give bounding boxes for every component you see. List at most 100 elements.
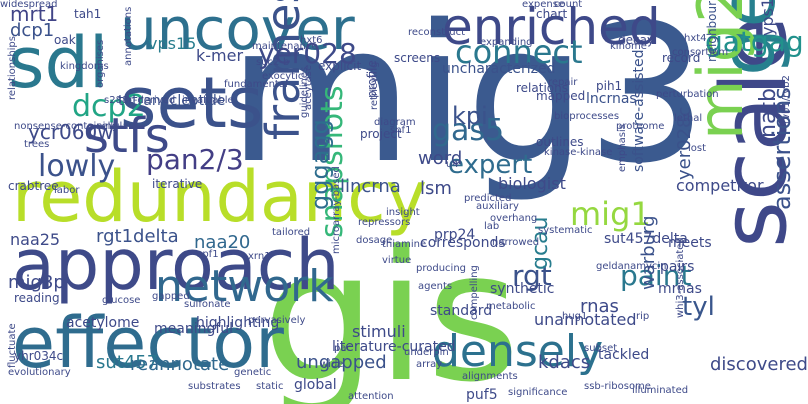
word-hug1: hug1 [562,311,588,322]
word-lincrna: lincrna [340,176,401,197]
word-enriched: enriched [442,0,661,56]
word-thiamine: thiamine [382,239,427,250]
word-synthetic: synthetic [490,281,555,297]
word-software-assisted: software-assisted [631,49,647,172]
word-stfs: stfs [84,108,170,164]
word-uncover: uncover [120,0,355,63]
word-warburg: warburg [638,215,659,291]
word-expert: expert [448,150,533,180]
word-cellular: cellular [96,121,133,132]
word-rvb1-rvb2: rvb1/rvb2 [781,75,792,124]
word-k-mer: k-mer [196,46,244,65]
word-kinase-kinase: kinase-kinase [544,147,613,158]
word-naa20: naa20 [194,232,251,253]
word-annotations: annotations [123,6,134,66]
word-literature-curated: literature-curated [332,339,456,355]
word-mig3: mig3 [228,0,708,205]
word-array: array [416,359,443,370]
word-count: count [554,0,583,10]
word-reannotate: reannotate [130,354,230,375]
word-ycr060w: ycr060w [28,120,114,144]
word-stimuli: stimuli [352,322,406,341]
word-illuminated: illuminated [632,385,689,396]
word-gatgag: gatgag [705,25,804,58]
word-subset: subset [584,343,618,354]
word-sets: sets [120,62,264,144]
word-lethal: lethal [674,113,703,124]
word-gis: gis [262,213,521,404]
word-prp24: prp24 [434,227,476,243]
word-geldanamycin: geldanamycin [596,261,667,272]
word-relations: relations [516,81,568,95]
word-pac: pac [334,343,352,354]
word-rnas: rnas [580,296,619,317]
word-retrieving: retrieving [369,61,380,110]
word-alignments: alignments [462,371,518,382]
word-genetic: genetic [234,367,272,378]
word-uncharacterized: uncharacterized [442,61,556,77]
word-expense: expense [522,0,565,10]
word-reading: reading [14,291,60,305]
word-record: record [662,51,701,65]
word-widespread: widespread [0,0,58,10]
word-hxt4: hxt4 [684,33,707,44]
word-tah1: tah1 [74,7,102,21]
word-lncrnas: lncrnas [586,91,637,107]
word-yhr034c: yhr034c [14,349,64,363]
word-oak: oak [54,33,76,47]
word-kdacs: kdacs [538,352,591,373]
word-repair: repair [548,77,578,88]
word-project: project [360,127,402,141]
word-microarray-based: microarray-based [331,166,342,254]
word-glucose: glucose [102,295,141,306]
word-effector: effector [12,302,284,384]
word-s288c-derived: s288c-derived [104,95,176,106]
word-chart: chart [536,7,568,21]
word-dcp1: dcp1 [10,20,55,41]
word-systematic: systematic [538,225,593,236]
word-competitor: competitor [676,176,764,195]
word-trees: trees [24,139,50,150]
word-corresponds: corresponds [420,235,506,251]
word-lsm: lsm [420,178,452,199]
word-meets: meets [668,235,712,251]
word-kingdoms: kingdoms [60,61,109,72]
word-producing: producing [416,263,467,274]
word-snf1: snf1 [390,125,412,136]
word-virtue: virtue [382,255,412,266]
word-unannotated: unannotated [534,310,637,329]
word-rip: rip [636,311,650,322]
word-crabtree: crabtree [8,179,59,193]
word-highlighting: highlighting [196,315,280,331]
word-bioprocesses: bioprocesses [554,111,620,122]
word-tetranucleotide: tetranucleotide [118,93,226,109]
word-explicit: explicit [318,59,362,73]
word-overhang: overhang [490,213,538,224]
word-natb: natb [756,87,781,138]
word-reconstruct: reconstruct [408,27,465,38]
word-ungapped: ungapped [296,352,387,373]
word-connect: connect [455,33,583,71]
word-rgt1delta: rgt1delta [96,226,179,247]
word-sut457delta: sut457delta [604,231,688,247]
word-sulfonate: sulfonate [184,299,231,310]
word-u4: u4 [446,159,459,170]
word-upf1: upf1 [196,249,219,260]
word-significance: significance [508,387,568,398]
word-exocytic: exocytic [262,71,304,82]
word-paint: paint [620,259,692,292]
word-agents: agents [418,281,453,292]
word-insight: insight [386,207,420,218]
word-hxt6: hxt6 [300,35,323,46]
word-naa25: naa25 [10,230,61,249]
word-gapped: gapped [152,291,190,302]
word-global: global [294,377,337,393]
word-nonsense-containing: nonsense-containing [14,121,119,132]
word-relationships: relationships [7,36,18,100]
word-static: static [256,381,284,392]
word-substrates: substrates [188,381,241,392]
word-discovered: discovered [710,354,808,375]
word-decay: decay [618,33,655,47]
word-mrt1: mrt1 [10,2,59,26]
word-consortium: consortium [672,47,729,58]
